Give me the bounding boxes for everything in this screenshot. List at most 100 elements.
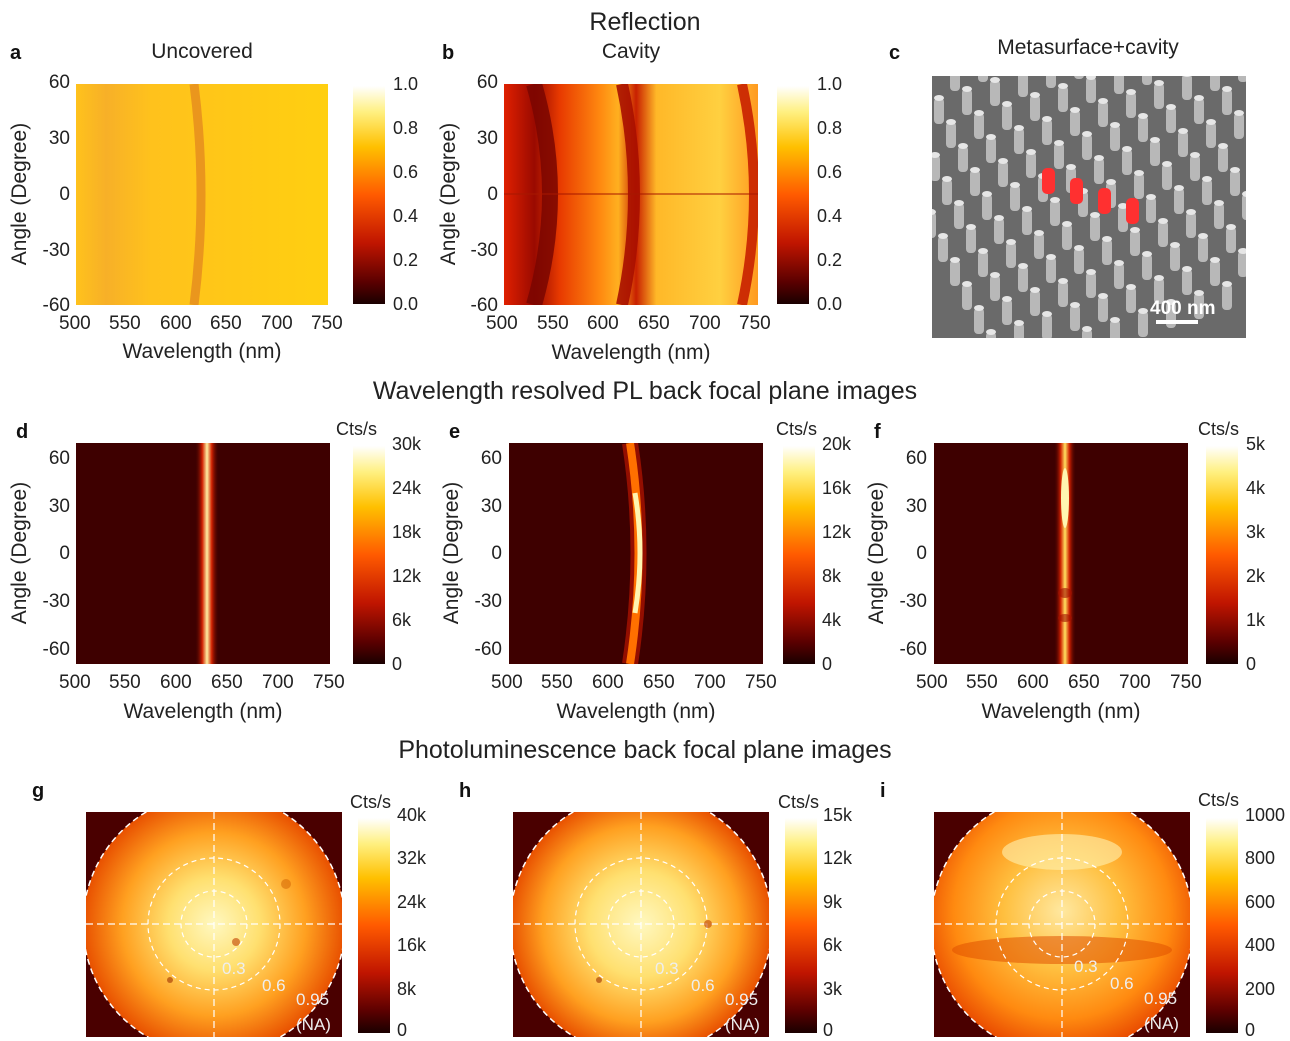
na-label-h-unit: (NA) <box>725 1015 760 1034</box>
ytick-a-4: -60 <box>42 295 70 316</box>
xtick-e-5: 750 <box>745 672 777 693</box>
ytick-f-1: 30 <box>905 496 927 517</box>
scalebar-label: 400 nm <box>1150 298 1216 319</box>
ylabel-f: Angle (Degree) <box>865 481 888 625</box>
ytick-d-4: -60 <box>42 639 70 660</box>
cbtick-d-0: 30k <box>392 434 422 454</box>
cbtick-e-4: 4k <box>822 610 842 630</box>
xtick-b-3: 650 <box>638 313 670 334</box>
heatmap-b <box>504 84 758 305</box>
ytick-a-0: 60 <box>48 72 70 93</box>
ytick-d-0: 60 <box>48 448 70 469</box>
xtick-f-0: 500 <box>916 672 948 693</box>
scalebar <box>1156 320 1198 324</box>
colorbar-b <box>777 86 809 304</box>
cbtick-a-5: 0.0 <box>393 294 419 314</box>
xtick-a-3: 650 <box>210 313 242 334</box>
xtick-d-4: 700 <box>262 672 294 693</box>
cbtick-e-2: 12k <box>822 522 852 542</box>
cbtick-h-5: 0 <box>823 1020 834 1040</box>
xtick-e-3: 650 <box>643 672 675 693</box>
cbtick-b-2: 0.6 <box>817 162 843 182</box>
cbtick-g-2: 24k <box>397 892 427 912</box>
na-label-h-0.6: 0.6 <box>691 976 715 995</box>
xtick-e-4: 700 <box>694 672 726 693</box>
panel-label-a: a <box>10 42 22 64</box>
cbtick-f-1: 4k <box>1246 478 1266 498</box>
panel-label-d: d <box>16 421 29 443</box>
na-label-g-0.6: 0.6 <box>262 976 286 995</box>
cbtick-f-2: 3k <box>1246 522 1266 542</box>
xtick-e-2: 600 <box>592 672 624 693</box>
sem-image-c: 400 nm <box>932 76 1246 338</box>
cbtick-d-4: 6k <box>392 610 412 630</box>
cbtick-h-4: 3k <box>823 979 843 999</box>
ylabel-e: Angle (Degree) <box>440 481 463 625</box>
xtick-a-0: 500 <box>59 313 91 334</box>
panel-title-c: Metasurface+cavity <box>997 36 1179 59</box>
xtick-d-3: 650 <box>211 672 243 693</box>
xtick-f-5: 750 <box>1170 672 1202 693</box>
ytick-d-2: 0 <box>59 543 70 564</box>
xtick-b-1: 550 <box>537 313 569 334</box>
cbtick-b-4: 0.2 <box>817 250 843 270</box>
panel-label-e: e <box>449 421 461 443</box>
na-label-g-unit: (NA) <box>296 1015 331 1034</box>
cbtick-f-4: 1k <box>1246 610 1266 630</box>
ytick-a-3: -30 <box>42 240 70 261</box>
panel-label-h: h <box>459 780 472 802</box>
ytick-e-1: 30 <box>480 496 502 517</box>
cbtick-i-5: 0 <box>1245 1020 1256 1040</box>
panel-title-b: Cavity <box>601 40 661 63</box>
cbtick-f-0: 5k <box>1246 434 1266 454</box>
cbtick-a-3: 0.4 <box>393 206 419 226</box>
heatmap-f <box>934 443 1188 664</box>
cbtick-i-1: 800 <box>1245 848 1276 868</box>
ytick-b-0: 60 <box>476 72 498 93</box>
colorbar-unit-e: Cts/s <box>776 419 818 439</box>
cbtick-e-0: 20k <box>822 434 852 454</box>
cbtick-d-5: 0 <box>392 654 403 674</box>
ytick-b-2: 0 <box>487 184 498 205</box>
cbtick-a-2: 0.6 <box>393 162 419 182</box>
cbtick-g-5: 0 <box>397 1020 408 1040</box>
xlabel-e: Wavelength (nm) <box>556 700 716 723</box>
cbtick-b-0: 1.0 <box>817 74 843 94</box>
cbtick-e-1: 16k <box>822 478 852 498</box>
colorbar-a <box>353 86 385 304</box>
ylabel-d: Angle (Degree) <box>8 481 31 625</box>
na-label-h-0.95: 0.95 <box>725 990 759 1009</box>
na-label-i-unit: (NA) <box>1144 1014 1179 1033</box>
ytick-b-4: -60 <box>470 295 498 316</box>
xtick-b-2: 600 <box>587 313 619 334</box>
colorbar-unit-h: Cts/s <box>778 792 820 812</box>
xtick-d-5: 750 <box>313 672 345 693</box>
cbtick-h-3: 6k <box>823 935 843 955</box>
panel-label-i: i <box>880 780 886 802</box>
cbtick-h-1: 12k <box>823 848 853 868</box>
colorbar-f <box>1206 446 1238 664</box>
ytick-e-4: -60 <box>474 639 502 660</box>
colorbar-g <box>358 818 390 1033</box>
cbtick-b-5: 0.0 <box>817 294 843 314</box>
ytick-f-2: 0 <box>916 543 927 564</box>
na-label-i-0.6: 0.6 <box>1110 974 1134 993</box>
cbtick-a-0: 1.0 <box>393 74 419 94</box>
cbtick-b-1: 0.8 <box>817 118 843 138</box>
ytick-f-4: -60 <box>899 639 927 660</box>
cbtick-a-1: 0.8 <box>393 118 419 138</box>
colorbar-unit-f: Cts/s <box>1198 419 1240 439</box>
cbtick-a-4: 0.2 <box>393 250 419 270</box>
heatmap-d <box>76 443 330 664</box>
ylabel-a: Angle (Degree) <box>8 122 31 266</box>
panel-label-f: f <box>874 421 881 443</box>
ytick-a-2: 0 <box>59 184 70 205</box>
cbtick-g-1: 32k <box>397 848 427 868</box>
ytick-b-1: 30 <box>476 128 498 149</box>
ytick-d-1: 30 <box>48 496 70 517</box>
na-label-g-0.3: 0.3 <box>222 959 246 978</box>
na-label-i-0.95: 0.95 <box>1144 989 1178 1008</box>
ytick-b-3: -30 <box>470 240 498 261</box>
ytick-f-0: 60 <box>905 448 927 469</box>
xtick-f-4: 700 <box>1119 672 1151 693</box>
